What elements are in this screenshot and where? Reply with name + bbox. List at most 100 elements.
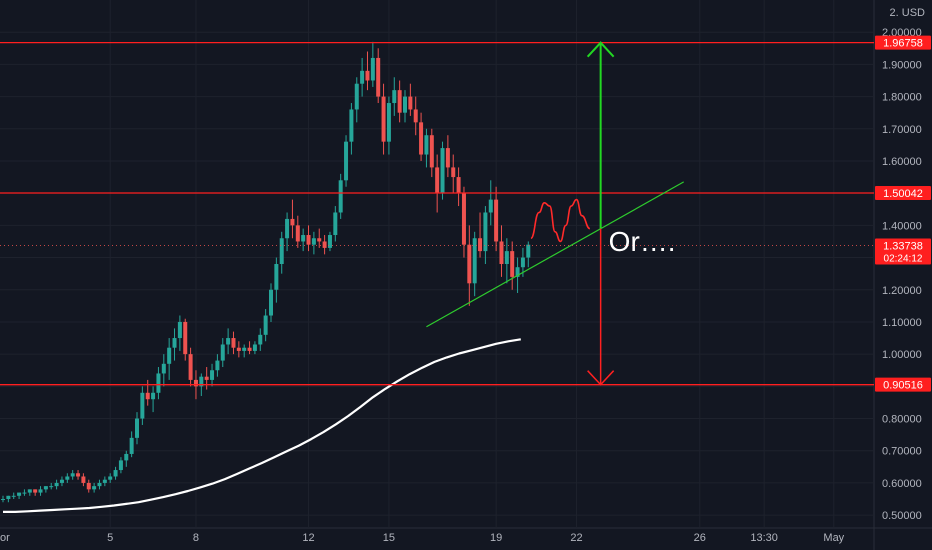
x-tick-label: 13:30 [750,532,778,544]
candle-body [76,473,81,477]
price-label-bg [875,186,931,201]
candle-body [322,241,327,248]
price-label-resistance-mid: 1.50042 [875,186,931,201]
candle [467,225,472,306]
candle [140,386,145,425]
candle-body [397,90,402,113]
candle [49,482,54,490]
candle [435,154,440,213]
candle [397,80,402,123]
candle-body [306,235,311,245]
candle-body [118,460,123,471]
y-tick-label: 0.80000 [882,414,922,426]
candle-body [370,57,375,81]
candle-body [226,338,231,345]
candle-body [499,241,504,264]
candle [226,328,231,355]
candle [258,328,263,351]
candle-body [113,470,118,477]
candle-body [349,109,354,142]
trendline [426,181,685,328]
candle [124,450,129,467]
drawings [426,41,685,386]
candle-body [43,486,48,490]
x-tick-label: 22 [570,532,582,544]
candle [445,135,450,178]
candle [177,315,182,351]
candle-body [478,238,483,252]
candle-body [215,360,220,371]
y-tick-label: 0.70000 [882,446,922,458]
price-label-text: 0.90516 [883,380,923,392]
candle [231,331,236,355]
candle [408,83,413,116]
candle [151,386,156,413]
price-label-support-low: 0.90516 [875,377,931,392]
candle-body [172,338,177,348]
candle-body [27,489,32,493]
candle [327,231,332,252]
candle [370,41,375,87]
candle [354,77,359,123]
candle-body [274,264,279,290]
time-axis[interactable]: or 5 8 12 15 19 22 26 13:30 May [0,532,845,544]
price-label-text: 1.50042 [883,188,923,200]
candle [301,228,306,252]
y-tick-label: 1.90000 [882,59,922,71]
candle [70,470,75,480]
candle [279,231,284,274]
candle-body [429,135,434,168]
candle [295,215,300,248]
candle [92,482,97,493]
price-label-text: 1.96758 [883,38,923,50]
y-tick-label: 1.20000 [882,285,922,297]
candles [1,41,531,503]
y-tick-label: 1.70000 [882,124,922,136]
candle-body [360,70,365,84]
candle [54,479,59,490]
candle [274,257,279,303]
candle-body [285,218,290,239]
candle-body [419,122,424,155]
candle [413,96,418,136]
candle [424,128,429,168]
price-label-resistance-high: 1.96758 [875,35,931,50]
candle [210,363,215,387]
candle-body [151,392,156,400]
candle-body [338,180,343,213]
candle-body [290,218,295,226]
candle [129,431,134,458]
projection-wave [530,198,591,243]
candle-body [386,103,391,142]
candle [285,212,290,252]
candle-body [65,476,70,480]
candle [11,492,16,500]
candle-body [301,235,306,242]
candle [461,186,466,258]
candle [360,57,365,97]
candle-body [467,244,472,284]
candle-body [1,499,5,501]
candle-body [193,379,198,387]
candle-body [108,476,113,480]
candle-body [204,376,209,380]
candle [236,341,241,358]
candle [338,173,343,219]
candle [172,328,177,361]
candle [81,473,86,487]
candle-body [504,251,509,264]
candle [102,476,107,487]
x-tick-label: 19 [490,532,502,544]
candle-body [188,354,193,380]
candle-body [199,376,204,387]
candle [386,96,391,155]
candle [113,466,118,480]
down-arrow-head [587,370,615,386]
candle [381,83,386,155]
candle-body [156,373,161,393]
candle [76,470,81,480]
candle-body [526,244,531,258]
